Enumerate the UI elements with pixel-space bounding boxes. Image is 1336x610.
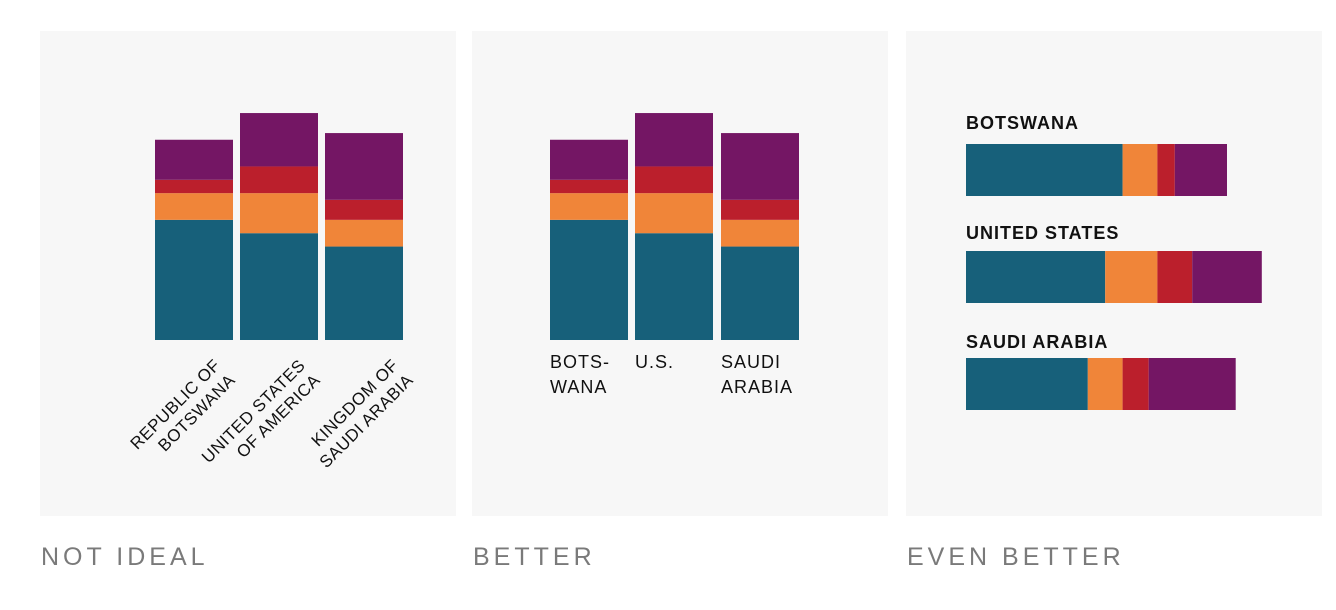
bar-segment [240,113,318,167]
bar-segment [1157,251,1193,303]
category-label-usa-short: U.S. [635,350,674,375]
bar-segment [1122,358,1149,410]
caption-better: BETTER [473,543,596,571]
bar-segment [325,133,403,200]
category-label-line: ARABIA [721,377,794,397]
bar-segment [550,193,628,220]
bar-segment [240,233,318,340]
bar-segment [1087,358,1123,410]
bar-segment [325,219,403,247]
category-label-saudi-arabia: SAUDI ARABIA [966,332,1109,352]
category-label-line: BOTS- [550,352,611,372]
category-label-saudi-short: SAUDI ARABIA [721,350,793,400]
bar-segment [240,166,318,194]
bar-segment [1122,144,1158,196]
bar-segment [1148,358,1236,410]
bar-segment [550,219,628,340]
category-label-botswana: BOTSWANA [966,113,1079,133]
bar-segment [1105,251,1158,303]
caption-not-ideal: NOT IDEAL [41,543,209,571]
caption-even-better: EVEN BETTER [907,543,1125,571]
bar-segment [635,113,713,167]
bar-segment [635,166,713,194]
bar-segment [721,219,799,247]
bar-segment [1174,144,1227,196]
bar-segment [155,219,233,340]
bar-segment [155,193,233,220]
bar-segment [966,251,1106,303]
bar-segment [550,139,628,180]
bar-segment [721,246,799,340]
bar-segment [1157,144,1175,196]
category-label-united-states: UNITED STATES [966,223,1120,243]
bar-segment [635,233,713,340]
bar-segment [240,193,318,234]
bar-segment [721,133,799,200]
bar-segment [155,139,233,180]
bar-segment [635,193,713,234]
bar-segment [721,199,799,220]
bar-segment [1192,251,1262,303]
category-label-line: SAUDI [721,352,782,372]
bar-segment [966,144,1123,196]
category-label-line: U.S. [635,352,675,372]
bar-segment [325,246,403,340]
category-label-line: WANA [550,377,608,397]
bar-segment [155,179,233,194]
category-label-botswana-short: BOTS- WANA [550,350,610,400]
bar-segment [966,358,1088,410]
bar-segment [325,199,403,220]
bar-segment [550,179,628,194]
